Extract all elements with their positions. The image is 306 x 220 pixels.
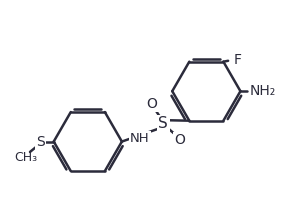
Text: CH₃: CH₃ xyxy=(14,151,37,164)
Text: F: F xyxy=(233,53,241,67)
Text: O: O xyxy=(174,133,185,147)
Text: NH: NH xyxy=(130,132,149,145)
Text: S: S xyxy=(36,135,45,148)
Text: NH₂: NH₂ xyxy=(249,84,276,98)
Text: S: S xyxy=(159,116,168,131)
Text: O: O xyxy=(147,97,158,111)
